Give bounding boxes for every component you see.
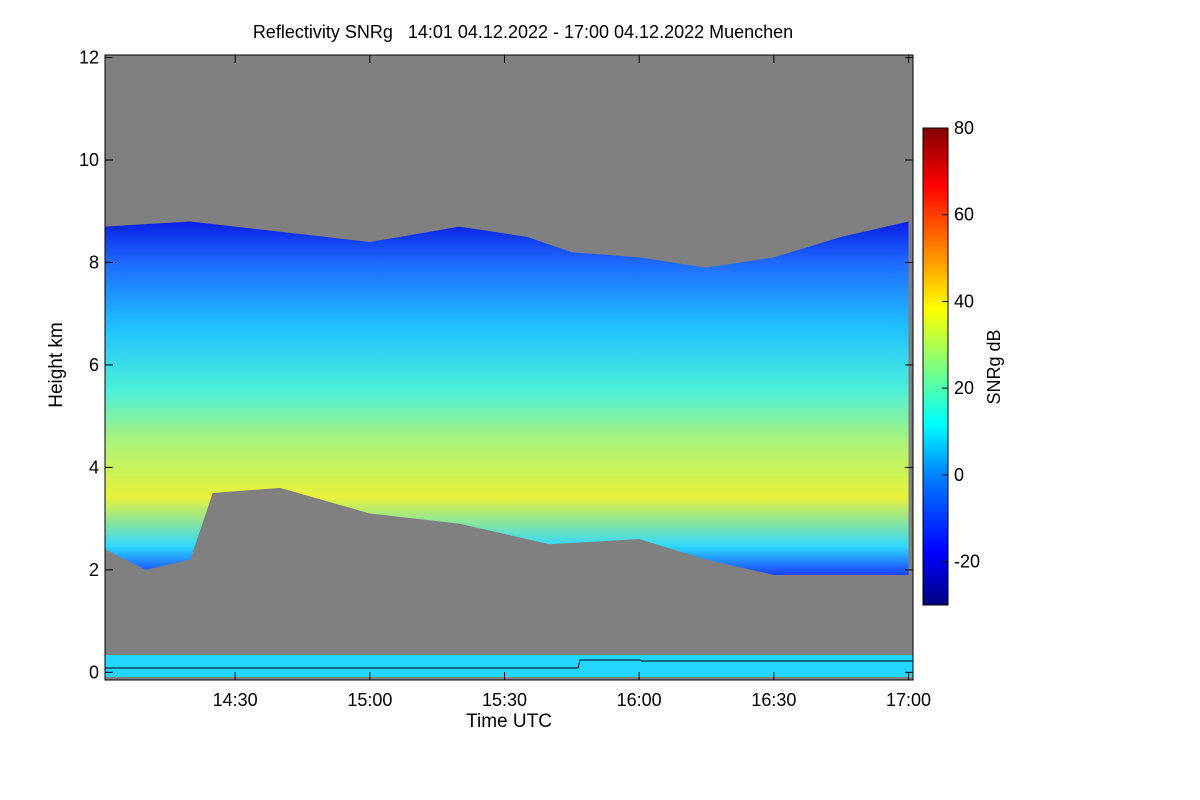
colorbar-label: SNRg dB <box>984 329 1004 404</box>
y-tick-label: 4 <box>89 457 99 477</box>
x-tick-label: 17:00 <box>886 690 931 710</box>
x-tick-label: 15:00 <box>347 690 392 710</box>
x-axis: 14:30 15:00 15:30 16:00 16:30 17:00 <box>213 55 931 710</box>
x-tick-label: 16:30 <box>751 690 796 710</box>
echo-layer <box>105 221 909 575</box>
y-tick-label: 6 <box>89 355 99 375</box>
y-tick-label: 8 <box>89 252 99 272</box>
colorbar-tick-label: 40 <box>954 291 974 311</box>
ground-line <box>105 659 913 669</box>
y-axis: 0 2 4 6 8 10 12 <box>79 48 913 682</box>
colorbar-gradient <box>922 127 949 606</box>
plot-frame <box>104 54 914 681</box>
colorbar-tick-label: 80 <box>954 118 974 138</box>
y-tick-label: 12 <box>79 48 99 68</box>
x-tick-label: 16:00 <box>617 690 662 710</box>
colorbar-ticks: -20 0 20 40 60 80 <box>942 118 980 572</box>
surface-layer <box>105 655 913 677</box>
y-tick-label: 10 <box>79 150 99 170</box>
y-tick-label: 2 <box>89 560 99 580</box>
colorbar-tick-label: 20 <box>954 378 974 398</box>
colorbar-tick-label: 60 <box>954 205 974 225</box>
y-axis-label: Height km <box>46 322 67 408</box>
x-axis-label: Time UTC <box>466 711 552 732</box>
colorbar: -20 0 20 40 60 80 SNRg dB <box>922 118 1004 606</box>
plot-area <box>105 55 913 680</box>
colorbar-tick-label: -20 <box>954 552 980 572</box>
y-tick-label: 0 <box>89 662 99 682</box>
chart-title: Reflectivity SNRg 14:01 04.12.2022 - 17:… <box>253 22 793 42</box>
x-tick-label: 15:30 <box>482 690 527 710</box>
x-tick-label: 14:30 <box>213 690 258 710</box>
colorbar-tick-label: 0 <box>954 465 964 485</box>
